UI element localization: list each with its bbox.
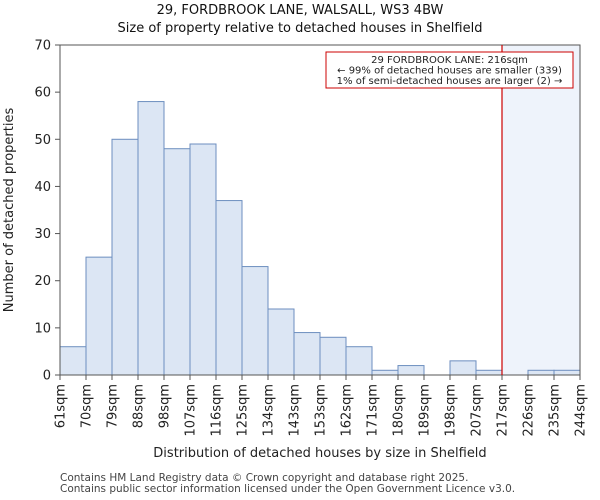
- histogram-bar: [449, 360, 477, 376]
- x-tick-label: 153sqm: [314, 384, 329, 437]
- histogram-bar: [397, 365, 425, 376]
- annotation-line-2: ← 99% of detached houses are smaller (33…: [337, 66, 562, 77]
- footer-line-2: Contains public sector information licen…: [60, 483, 516, 495]
- x-tick-label: 134sqm: [262, 384, 277, 437]
- histogram-bar: [241, 266, 269, 376]
- histogram-bar: [293, 332, 321, 376]
- x-tick-label: 61sqm: [54, 384, 69, 428]
- x-tick-label: 226sqm: [522, 384, 537, 437]
- y-tick-label: 40: [34, 180, 51, 195]
- histogram-bar: [163, 148, 191, 376]
- y-tick-label: 0: [43, 369, 51, 384]
- chart-subtitle: Size of property relative to detached ho…: [117, 21, 483, 36]
- annotation-box: [325, 51, 574, 89]
- x-tick-label: 143sqm: [288, 384, 303, 437]
- x-tick-label: 217sqm: [496, 384, 511, 437]
- x-tick-label: 189sqm: [418, 384, 433, 437]
- y-tick-label: 30: [34, 227, 51, 242]
- x-tick-label: 98sqm: [158, 384, 173, 428]
- histogram-bar: [267, 308, 295, 376]
- footer: Contains HM Land Registry data © Crown c…: [60, 473, 515, 495]
- x-tick-label: 198sqm: [444, 384, 459, 437]
- histogram-bar: [137, 101, 165, 376]
- x-tick-label: 70sqm: [80, 384, 95, 428]
- y-tick-label: 70: [34, 39, 51, 54]
- x-tick-label: 116sqm: [210, 384, 225, 437]
- annotation-line-1: 29 FORDBROOK LANE: 216sqm: [371, 55, 528, 66]
- histogram-bar: [319, 336, 347, 376]
- x-tick-label: 235sqm: [548, 384, 563, 437]
- histogram-bar: [475, 369, 503, 376]
- histogram-bar: [371, 369, 399, 376]
- chart-header: 29, FORDBROOK LANE, WALSALL, WS3 4BW Siz…: [0, 2, 600, 38]
- x-tick-label: 180sqm: [392, 384, 407, 437]
- footer-line-1: Contains HM Land Registry data © Crown c…: [60, 472, 469, 484]
- x-tick-label: 171sqm: [366, 384, 381, 437]
- x-tick-label: 244sqm: [574, 384, 589, 437]
- annotation-line-3: 1% of semi-detached houses are larger (2…: [337, 76, 563, 87]
- histogram-bar: [189, 143, 217, 376]
- y-tick-label: 10: [34, 321, 51, 336]
- x-axis-label: Distribution of detached houses by size …: [153, 446, 486, 461]
- y-tick-label: 20: [34, 274, 51, 289]
- histogram-bar: [111, 138, 139, 376]
- x-tick-label: 125sqm: [236, 384, 251, 437]
- histogram-bar: [553, 369, 581, 376]
- histogram-bar: [85, 256, 113, 376]
- x-tick-label: 207sqm: [470, 384, 485, 437]
- x-tick-label: 162sqm: [340, 384, 355, 437]
- x-tick-label: 88sqm: [132, 384, 147, 428]
- x-tick-label: 79sqm: [106, 384, 121, 428]
- y-axis-label: Number of detached properties: [2, 108, 17, 313]
- x-tick-label: 107sqm: [184, 384, 199, 437]
- histogram-bar: [345, 346, 373, 376]
- histogram-bar: [215, 200, 243, 376]
- highlight-region: [502, 45, 580, 375]
- histogram-bar: [59, 346, 87, 376]
- chart-title: 29, FORDBROOK LANE, WALSALL, WS3 4BW: [156, 3, 444, 18]
- y-tick-label: 60: [34, 86, 51, 101]
- y-tick-label: 50: [34, 133, 51, 148]
- histogram-bar: [527, 369, 555, 376]
